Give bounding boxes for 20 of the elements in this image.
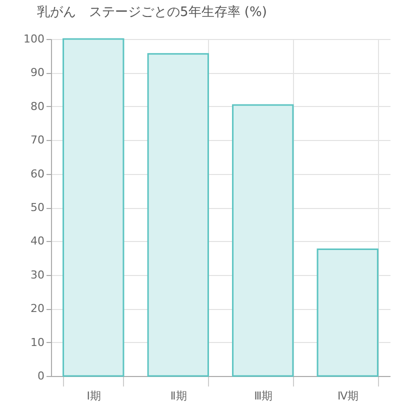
x-tick-label: Ⅰ期 xyxy=(86,390,101,402)
x-tick-label: Ⅳ期 xyxy=(338,390,359,402)
chart-title: 乳がん ステージごとの5年生存率 (%) xyxy=(37,4,267,20)
y-tick-label: 10 xyxy=(30,336,44,349)
y-tick-label: 80 xyxy=(30,100,44,113)
x-tick-label: Ⅲ期 xyxy=(254,390,273,402)
y-tick-label: 20 xyxy=(30,302,44,316)
y-tick-label: 50 xyxy=(30,201,44,214)
y-tick-label: 30 xyxy=(30,268,44,282)
bar xyxy=(147,53,209,377)
y-tick-label: 90 xyxy=(30,66,44,80)
y-tick-label: 60 xyxy=(30,167,44,180)
bar xyxy=(316,248,378,377)
y-tick-label: 0 xyxy=(38,370,44,382)
y-tick-label: 40 xyxy=(30,234,44,248)
bar xyxy=(62,38,124,377)
y-tick-label: 100 xyxy=(24,32,44,46)
bar xyxy=(232,104,294,377)
x-tick-label: Ⅱ期 xyxy=(170,390,187,402)
y-tick-label: 70 xyxy=(30,134,44,147)
